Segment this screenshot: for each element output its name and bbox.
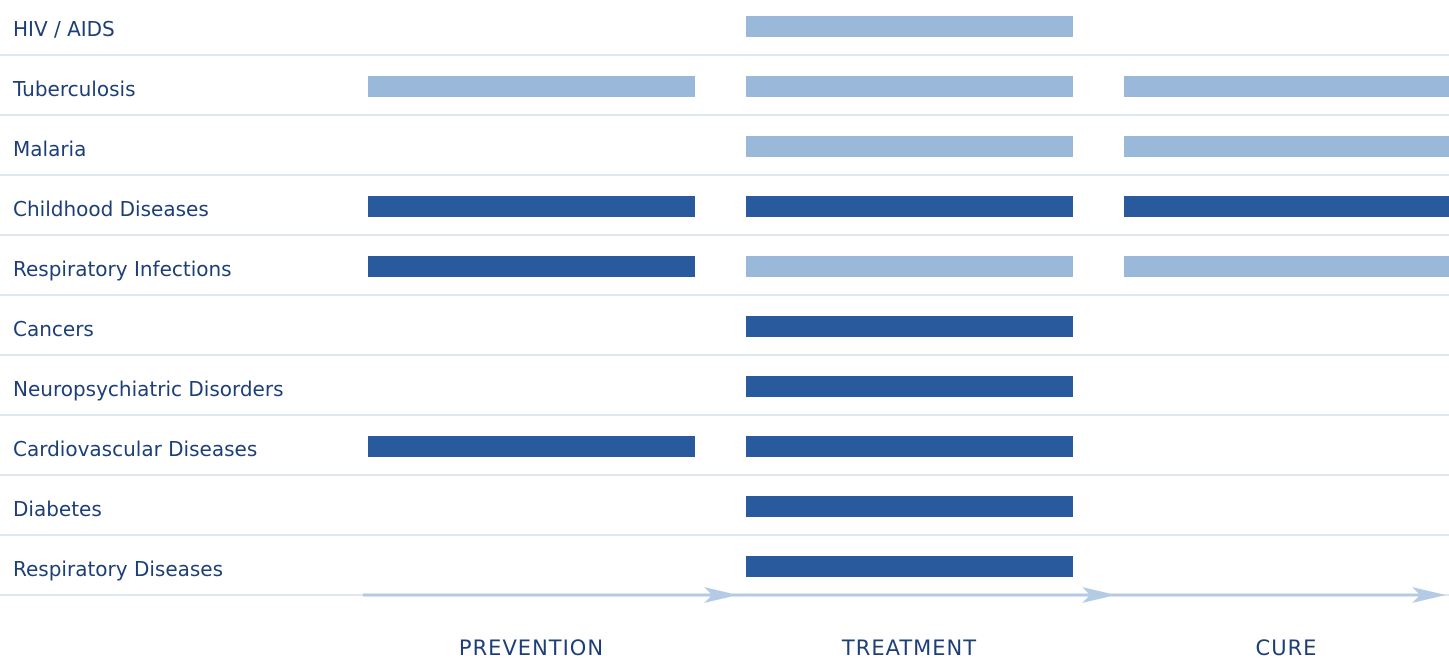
- bar-treatment-dark: [746, 556, 1073, 577]
- matrix-row: Tuberculosis: [0, 64, 1449, 124]
- row-divider: [0, 114, 1449, 116]
- row-divider: [0, 54, 1449, 56]
- bar-treatment-dark: [746, 316, 1073, 337]
- row-divider: [0, 174, 1449, 176]
- bar-treatment-light: [746, 76, 1073, 97]
- row-divider: [0, 234, 1449, 236]
- bar-cure-light: [1124, 136, 1449, 157]
- row-divider: [0, 294, 1449, 296]
- phase-label-cure: CURE: [1255, 636, 1318, 660]
- row-divider: [0, 534, 1449, 536]
- bar-treatment-dark: [746, 496, 1073, 517]
- matrix-row: Diabetes: [0, 484, 1449, 544]
- arrow-head-treatment: [1082, 587, 1116, 603]
- row-label: Cancers: [13, 317, 94, 341]
- row-label: HIV / AIDS: [13, 17, 115, 41]
- matrix-row: Respiratory Infections: [0, 244, 1449, 304]
- matrix-row: HIV / AIDS: [0, 4, 1449, 64]
- row-label: Childhood Diseases: [13, 197, 209, 221]
- bar-treatment-dark: [746, 436, 1073, 457]
- row-label: Respiratory Infections: [13, 257, 232, 281]
- row-label: Cardiovascular Diseases: [13, 437, 258, 461]
- bar-prevention-dark: [368, 436, 695, 457]
- bar-treatment-dark: [746, 376, 1073, 397]
- matrix-row: Cancers: [0, 304, 1449, 364]
- row-divider: [0, 474, 1449, 476]
- row-label: Respiratory Diseases: [13, 557, 224, 581]
- bar-prevention-dark: [368, 256, 695, 277]
- phase-label-treatment: TREATMENT: [841, 636, 978, 660]
- bar-treatment-light: [746, 256, 1073, 277]
- matrix-row: Cardiovascular Diseases: [0, 424, 1449, 484]
- matrix-row: Malaria: [0, 124, 1449, 184]
- bar-treatment-light: [746, 16, 1073, 37]
- phase-label-prevention: PREVENTION: [458, 636, 605, 660]
- bar-treatment-dark: [746, 196, 1073, 217]
- bar-treatment-light: [746, 136, 1073, 157]
- row-divider: [0, 354, 1449, 356]
- matrix-row: Childhood Diseases: [0, 184, 1449, 244]
- phase-arrow-line: [363, 587, 1446, 603]
- row-label: Diabetes: [13, 497, 102, 521]
- bar-prevention-dark: [368, 196, 695, 217]
- bar-prevention-light: [368, 76, 695, 97]
- bar-cure-light: [1124, 76, 1449, 97]
- arrow-head-prevention: [704, 587, 738, 603]
- bar-cure-light: [1124, 256, 1449, 277]
- row-label: Tuberculosis: [13, 77, 136, 101]
- bar-cure-dark: [1124, 196, 1449, 217]
- matrix-row: Neuropsychiatric Disorders: [0, 364, 1449, 424]
- row-label: Malaria: [13, 137, 87, 161]
- row-divider: [0, 414, 1449, 416]
- row-label: Neuropsychiatric Disorders: [13, 377, 284, 401]
- arrow-head-cure: [1412, 587, 1446, 603]
